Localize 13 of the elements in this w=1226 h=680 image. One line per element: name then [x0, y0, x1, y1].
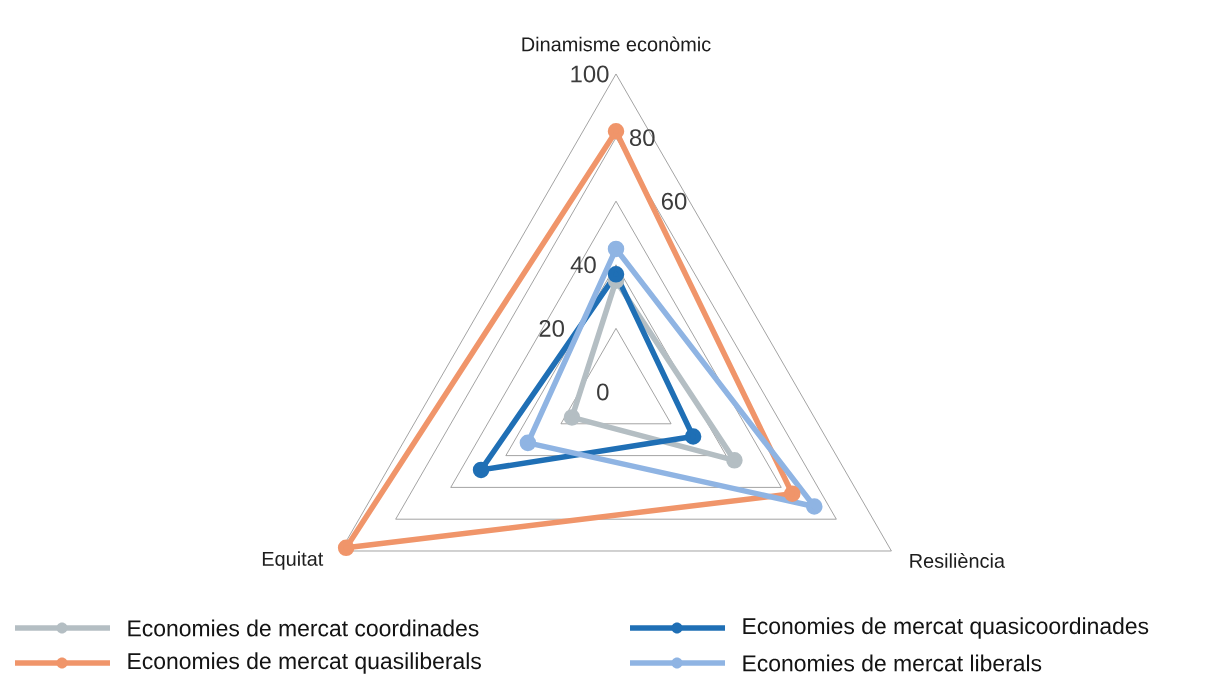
- y-tick-label: 60: [661, 192, 687, 210]
- y-tick-label: 40: [570, 256, 596, 274]
- spoke-label: Dinamisme econòmic: [522, 36, 711, 52]
- legend-label: Economies de mercat quasiliberals: [128, 652, 481, 674]
- y-tick-label: 20: [539, 319, 564, 337]
- legend-label: Economies de mercat coordinades: [128, 619, 479, 637]
- spoke-label: Resiliència: [910, 553, 1006, 568]
- y-tick-label: 100: [571, 65, 609, 83]
- legend-label: Economies de mercat liberals: [743, 654, 1042, 672]
- y-tick-label: 0: [597, 383, 609, 401]
- y-tick-label: 80: [629, 129, 655, 147]
- legend-label: Economies de mercat quasicoordinades: [743, 617, 1149, 639]
- spoke-label: Equitat: [262, 551, 324, 570]
